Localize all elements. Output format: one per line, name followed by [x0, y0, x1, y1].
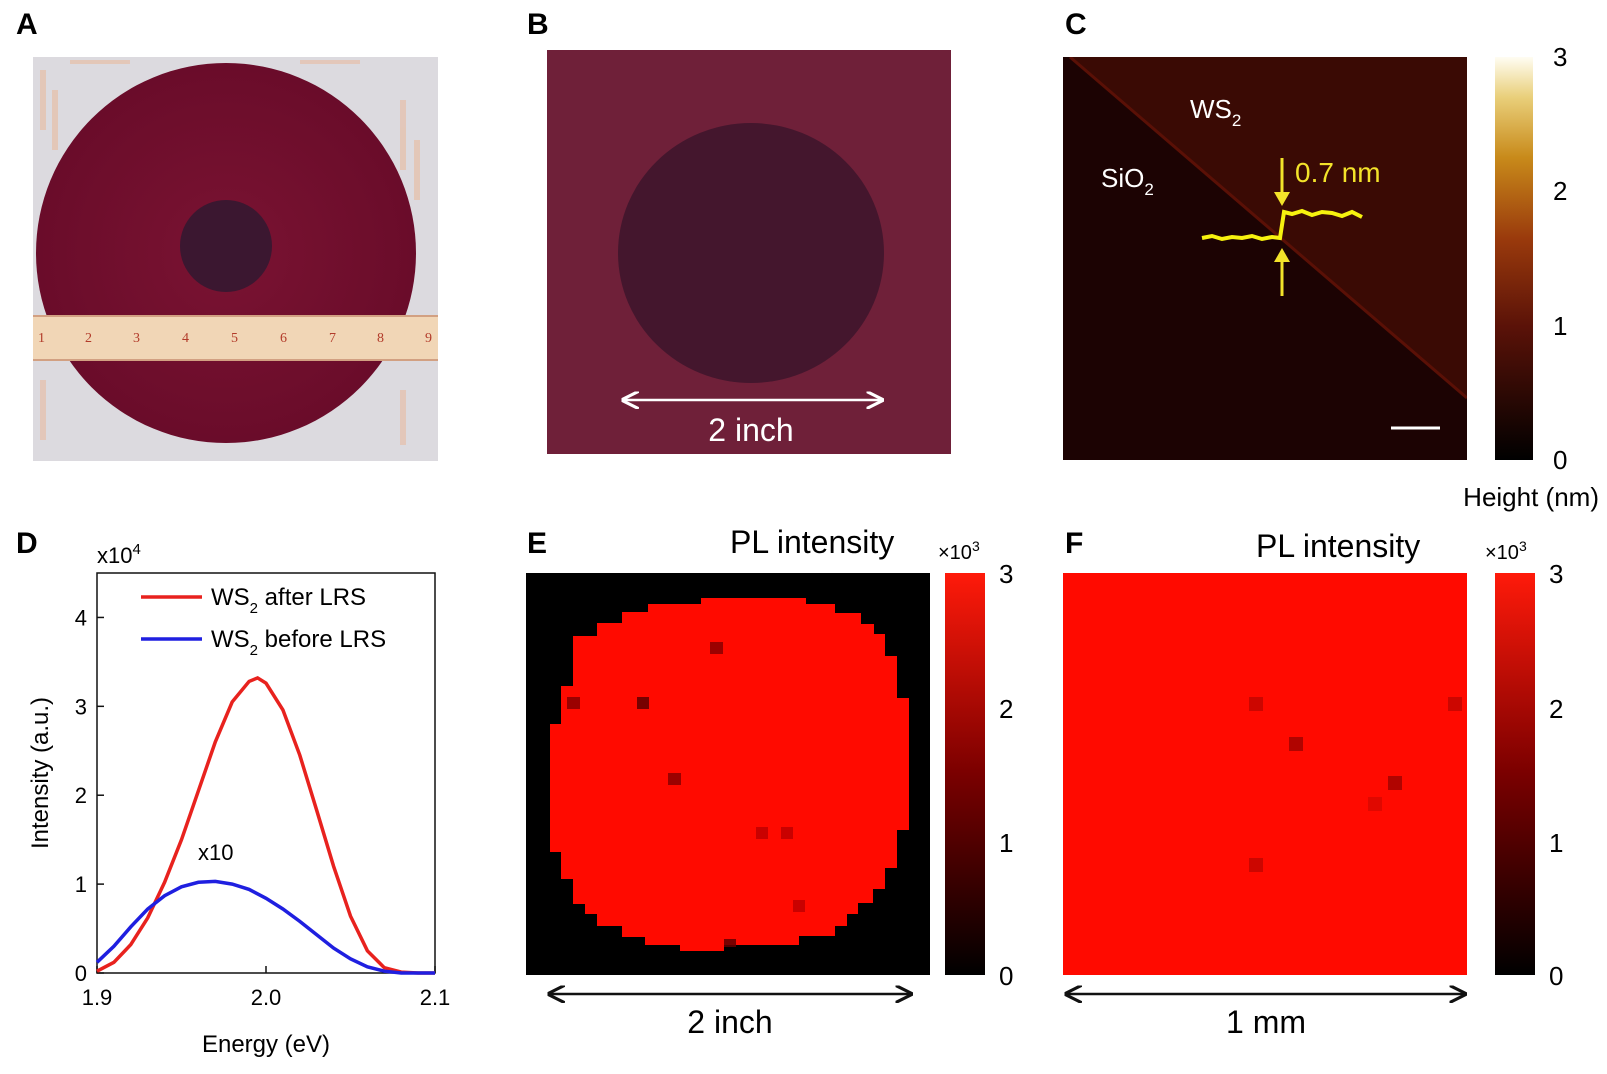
- panel-f: F PL intensity ×103 3 2 1 0 1 mm: [1063, 527, 1563, 1040]
- panel-f-label: F: [1065, 527, 1083, 560]
- ruler-number: 8: [377, 331, 384, 346]
- legend-label-after-lrs: WS2 after LRS: [211, 584, 366, 617]
- sio2-label: SiO2: [1101, 163, 1154, 199]
- x-axis-title: Energy (eV): [202, 1031, 330, 1058]
- panel-c-label: C: [1065, 8, 1087, 41]
- height-profile-line: [1201, 208, 1363, 242]
- scale-label: 2 inch: [687, 1004, 772, 1040]
- x-tick-label: 2.0: [251, 985, 282, 1010]
- ruler-number: 7: [329, 331, 336, 346]
- step-arrowhead-top: [1274, 192, 1290, 206]
- y-tick-labels: 0 1 2 3 4: [75, 605, 87, 986]
- ruler-number: 3: [133, 331, 140, 346]
- x-tick-label: 1.9: [82, 985, 113, 1010]
- ruler-number: 4: [182, 331, 189, 346]
- pl-colorbar-ticks: 3 2 1 0: [1549, 559, 1563, 991]
- ruler-ticks: [33, 315, 438, 361]
- film-edge: [1069, 57, 1467, 400]
- ruler-number: 1: [38, 331, 45, 346]
- colorbar-tick: 1: [999, 828, 1013, 858]
- background-grid-marks: [40, 60, 420, 445]
- pl-colorbar: [1495, 573, 1535, 975]
- ruler-numbers: 1 2 3 4 5 6 7 8 9: [38, 331, 432, 346]
- colorbar-tick: 0: [1553, 445, 1567, 475]
- panel-c: C WS2 SiO2 0.7 nm 3 2 1 0 Height (nm): [1063, 8, 1599, 512]
- colorbar-tick: 0: [999, 961, 1013, 991]
- panel-b-label: B: [527, 8, 549, 41]
- colorbar-tick: 3: [999, 559, 1013, 589]
- x10-annotation: x10: [198, 840, 233, 865]
- pl-map-dark-pixels: [1249, 697, 1462, 872]
- film-region: [618, 123, 884, 383]
- legend: WS2 after LRS WS2 before LRS: [141, 584, 386, 659]
- pl-map-wafer: [550, 598, 909, 951]
- panel-b: B 2 inch: [527, 8, 951, 454]
- series-line-after-lrs: [96, 675, 435, 975]
- ruler-number: 6: [280, 331, 287, 346]
- pl-colorbar: [945, 573, 985, 975]
- pl-map-title: PL intensity: [730, 524, 894, 560]
- step-height-label: 0.7 nm: [1295, 157, 1381, 188]
- step-arrowhead-bottom: [1274, 248, 1290, 262]
- colorbar-multiplier: ×103: [938, 538, 980, 564]
- pl-map-dark-pixels: [567, 642, 805, 947]
- ws2-label: WS2: [1190, 94, 1241, 130]
- y-tick-label: 0: [75, 961, 87, 986]
- height-colorbar-ticks: 3 2 1 0: [1553, 42, 1567, 475]
- y-exponent: x104: [97, 541, 141, 568]
- colorbar-multiplier: ×103: [1485, 538, 1527, 564]
- ruler-number: 2: [85, 331, 92, 346]
- colorbar-tick: 2: [1549, 694, 1563, 724]
- height-colorbar: [1495, 57, 1533, 460]
- pl-colorbar-ticks: 3 2 1 0: [999, 559, 1013, 991]
- colorbar-tick: 1: [1553, 311, 1567, 341]
- y-axis-title: Intensity (a.u.): [27, 697, 54, 849]
- scale-label: 1 mm: [1226, 1004, 1306, 1040]
- legend-label-before-lrs: WS2 before LRS: [211, 626, 386, 659]
- colorbar-tick: 2: [999, 694, 1013, 724]
- wafer-center-film: [180, 200, 272, 292]
- height-colorbar-title: Height (nm): [1463, 482, 1599, 512]
- ruler-number: 5: [231, 331, 238, 346]
- y-tick-label: 2: [75, 783, 87, 808]
- panel-d-label: D: [16, 527, 38, 560]
- colorbar-tick: 1: [1549, 828, 1563, 858]
- pl-map-title: PL intensity: [1256, 528, 1420, 564]
- ruler-number: 9: [425, 331, 432, 346]
- panel-e: E PL intensity ×103 3 2 1 0 2 inch: [526, 524, 1013, 1040]
- ws2-region: [1063, 57, 1467, 398]
- scale-label: 2 inch: [708, 412, 793, 448]
- panel-d: D x104 0 1 2 3 4 1.9 2.0 2.1 Energy (eV)…: [16, 527, 450, 1058]
- panel-e-label: E: [527, 527, 547, 560]
- sio2-region: [1063, 57, 1467, 460]
- x-tick-label: 2.1: [420, 985, 451, 1010]
- y-tick-label: 3: [75, 694, 87, 719]
- afm-image: [1063, 57, 1467, 460]
- series-line-before-lrs: [95, 879, 435, 975]
- panel-a-label: A: [16, 8, 38, 41]
- colorbar-tick: 2: [1553, 176, 1567, 206]
- colorbar-tick: 3: [1553, 42, 1567, 72]
- ruler: [33, 315, 438, 361]
- colorbar-tick: 0: [1549, 961, 1563, 991]
- x-tick-labels: 1.9 2.0 2.1: [82, 985, 451, 1010]
- panel-a: A 1 2 3 4 5 6 7 8 9: [16, 8, 438, 461]
- y-tick-label: 4: [75, 605, 87, 630]
- colorbar-tick: 3: [1549, 559, 1563, 589]
- pl-map-region: [1063, 573, 1467, 975]
- y-tick-label: 1: [75, 872, 87, 897]
